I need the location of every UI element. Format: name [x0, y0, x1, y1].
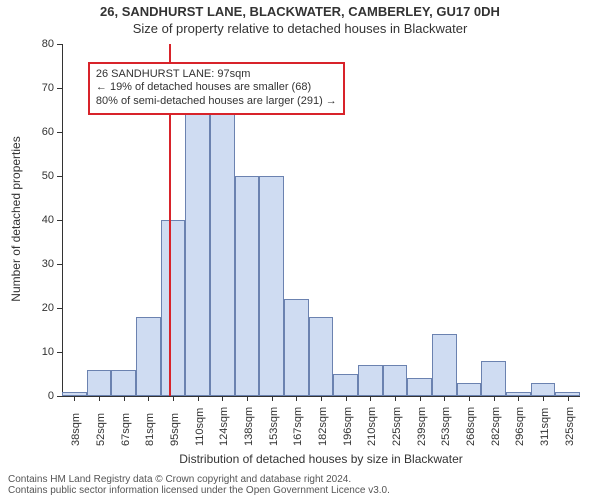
x-tick	[469, 396, 470, 401]
histogram-bar	[284, 299, 309, 396]
x-tick-label: 182sqm	[317, 407, 329, 446]
x-tick-label: 282sqm	[490, 407, 502, 446]
y-tick-label: 30	[24, 258, 54, 270]
x-tick-label: 124sqm	[218, 407, 230, 446]
histogram-bar	[161, 220, 186, 396]
y-tick	[57, 352, 62, 353]
x-tick	[74, 396, 75, 401]
histogram-bar	[481, 361, 506, 396]
x-tick-label: 253sqm	[440, 407, 452, 446]
x-tick	[420, 396, 421, 401]
histogram-bar	[383, 365, 408, 396]
x-tick-label: 95sqm	[169, 413, 181, 446]
chart-plot-area: 01020304050607080Number of detached prop…	[62, 44, 580, 396]
histogram-bar	[87, 370, 112, 396]
footer-line2: Contains public sector information licen…	[8, 485, 390, 496]
x-tick	[124, 396, 125, 401]
x-tick	[247, 396, 248, 401]
y-tick	[57, 264, 62, 265]
x-tick	[568, 396, 569, 401]
histogram-bar	[185, 101, 210, 396]
x-tick-label: 38sqm	[70, 413, 82, 446]
x-tick-label: 325sqm	[564, 407, 576, 446]
histogram-bar	[136, 317, 161, 396]
x-tick-label: 225sqm	[391, 407, 403, 446]
x-tick-label: 196sqm	[342, 407, 354, 446]
histogram-bar	[309, 317, 334, 396]
y-tick	[57, 220, 62, 221]
histogram-bar	[407, 378, 432, 396]
x-tick	[370, 396, 371, 401]
y-tick-label: 50	[24, 170, 54, 182]
x-tick	[395, 396, 396, 401]
x-tick-label: 296sqm	[514, 407, 526, 446]
x-tick-label: 311sqm	[539, 408, 551, 446]
x-tick-label: 52sqm	[95, 413, 107, 446]
x-tick	[346, 396, 347, 401]
x-tick	[296, 396, 297, 401]
y-tick-label: 10	[24, 346, 54, 358]
x-tick-label: 110sqm	[194, 408, 206, 446]
y-axis-title: Number of detached properties	[9, 43, 23, 395]
y-tick-label: 0	[24, 390, 54, 402]
x-tick	[198, 396, 199, 401]
x-tick-label: 153sqm	[268, 407, 280, 446]
y-tick	[57, 88, 62, 89]
x-tick-label: 138sqm	[243, 407, 255, 446]
x-tick	[444, 396, 445, 401]
y-tick	[57, 396, 62, 397]
histogram-bar	[432, 334, 457, 396]
y-tick	[57, 176, 62, 177]
histogram-bar	[259, 176, 284, 396]
chart-title-line1: 26, SANDHURST LANE, BLACKWATER, CAMBERLE…	[0, 0, 600, 19]
x-tick	[148, 396, 149, 401]
x-tick	[543, 396, 544, 401]
x-tick	[99, 396, 100, 401]
x-tick-label: 67sqm	[120, 413, 132, 446]
annotation-line: 26 SANDHURST LANE: 97sqm	[96, 68, 337, 82]
y-tick	[57, 44, 62, 45]
y-tick-label: 80	[24, 38, 54, 50]
x-tick	[173, 396, 174, 401]
y-tick	[57, 132, 62, 133]
x-tick	[321, 396, 322, 401]
histogram-bar	[531, 383, 556, 396]
y-tick-label: 20	[24, 302, 54, 314]
histogram-bar	[333, 374, 358, 396]
y-tick-label: 60	[24, 126, 54, 138]
x-tick-label: 167sqm	[292, 407, 304, 446]
x-tick	[272, 396, 273, 401]
x-tick	[494, 396, 495, 401]
footer-line1: Contains HM Land Registry data © Crown c…	[8, 474, 390, 485]
x-tick	[222, 396, 223, 401]
x-tick-label: 210sqm	[366, 407, 378, 446]
y-tick	[57, 308, 62, 309]
x-tick-label: 239sqm	[416, 407, 428, 446]
y-tick-label: 70	[24, 82, 54, 94]
x-tick-label: 81sqm	[144, 413, 156, 446]
histogram-bar	[111, 370, 136, 396]
x-axis-title: Distribution of detached houses by size …	[62, 452, 580, 466]
annotation-box: 26 SANDHURST LANE: 97sqm← 19% of detache…	[88, 62, 345, 115]
x-tick	[518, 396, 519, 401]
x-tick-label: 268sqm	[465, 407, 477, 446]
histogram-bar	[210, 114, 235, 396]
histogram-bar	[358, 365, 383, 396]
y-tick-label: 40	[24, 214, 54, 226]
y-axis-line	[62, 44, 63, 396]
annotation-line: 80% of semi-detached houses are larger (…	[96, 95, 337, 109]
histogram-bar	[235, 176, 260, 396]
histogram-bar	[457, 383, 482, 396]
footer-attribution: Contains HM Land Registry data © Crown c…	[8, 474, 390, 496]
chart-title-line2: Size of property relative to detached ho…	[0, 19, 600, 36]
annotation-line: ← 19% of detached houses are smaller (68…	[96, 81, 337, 95]
